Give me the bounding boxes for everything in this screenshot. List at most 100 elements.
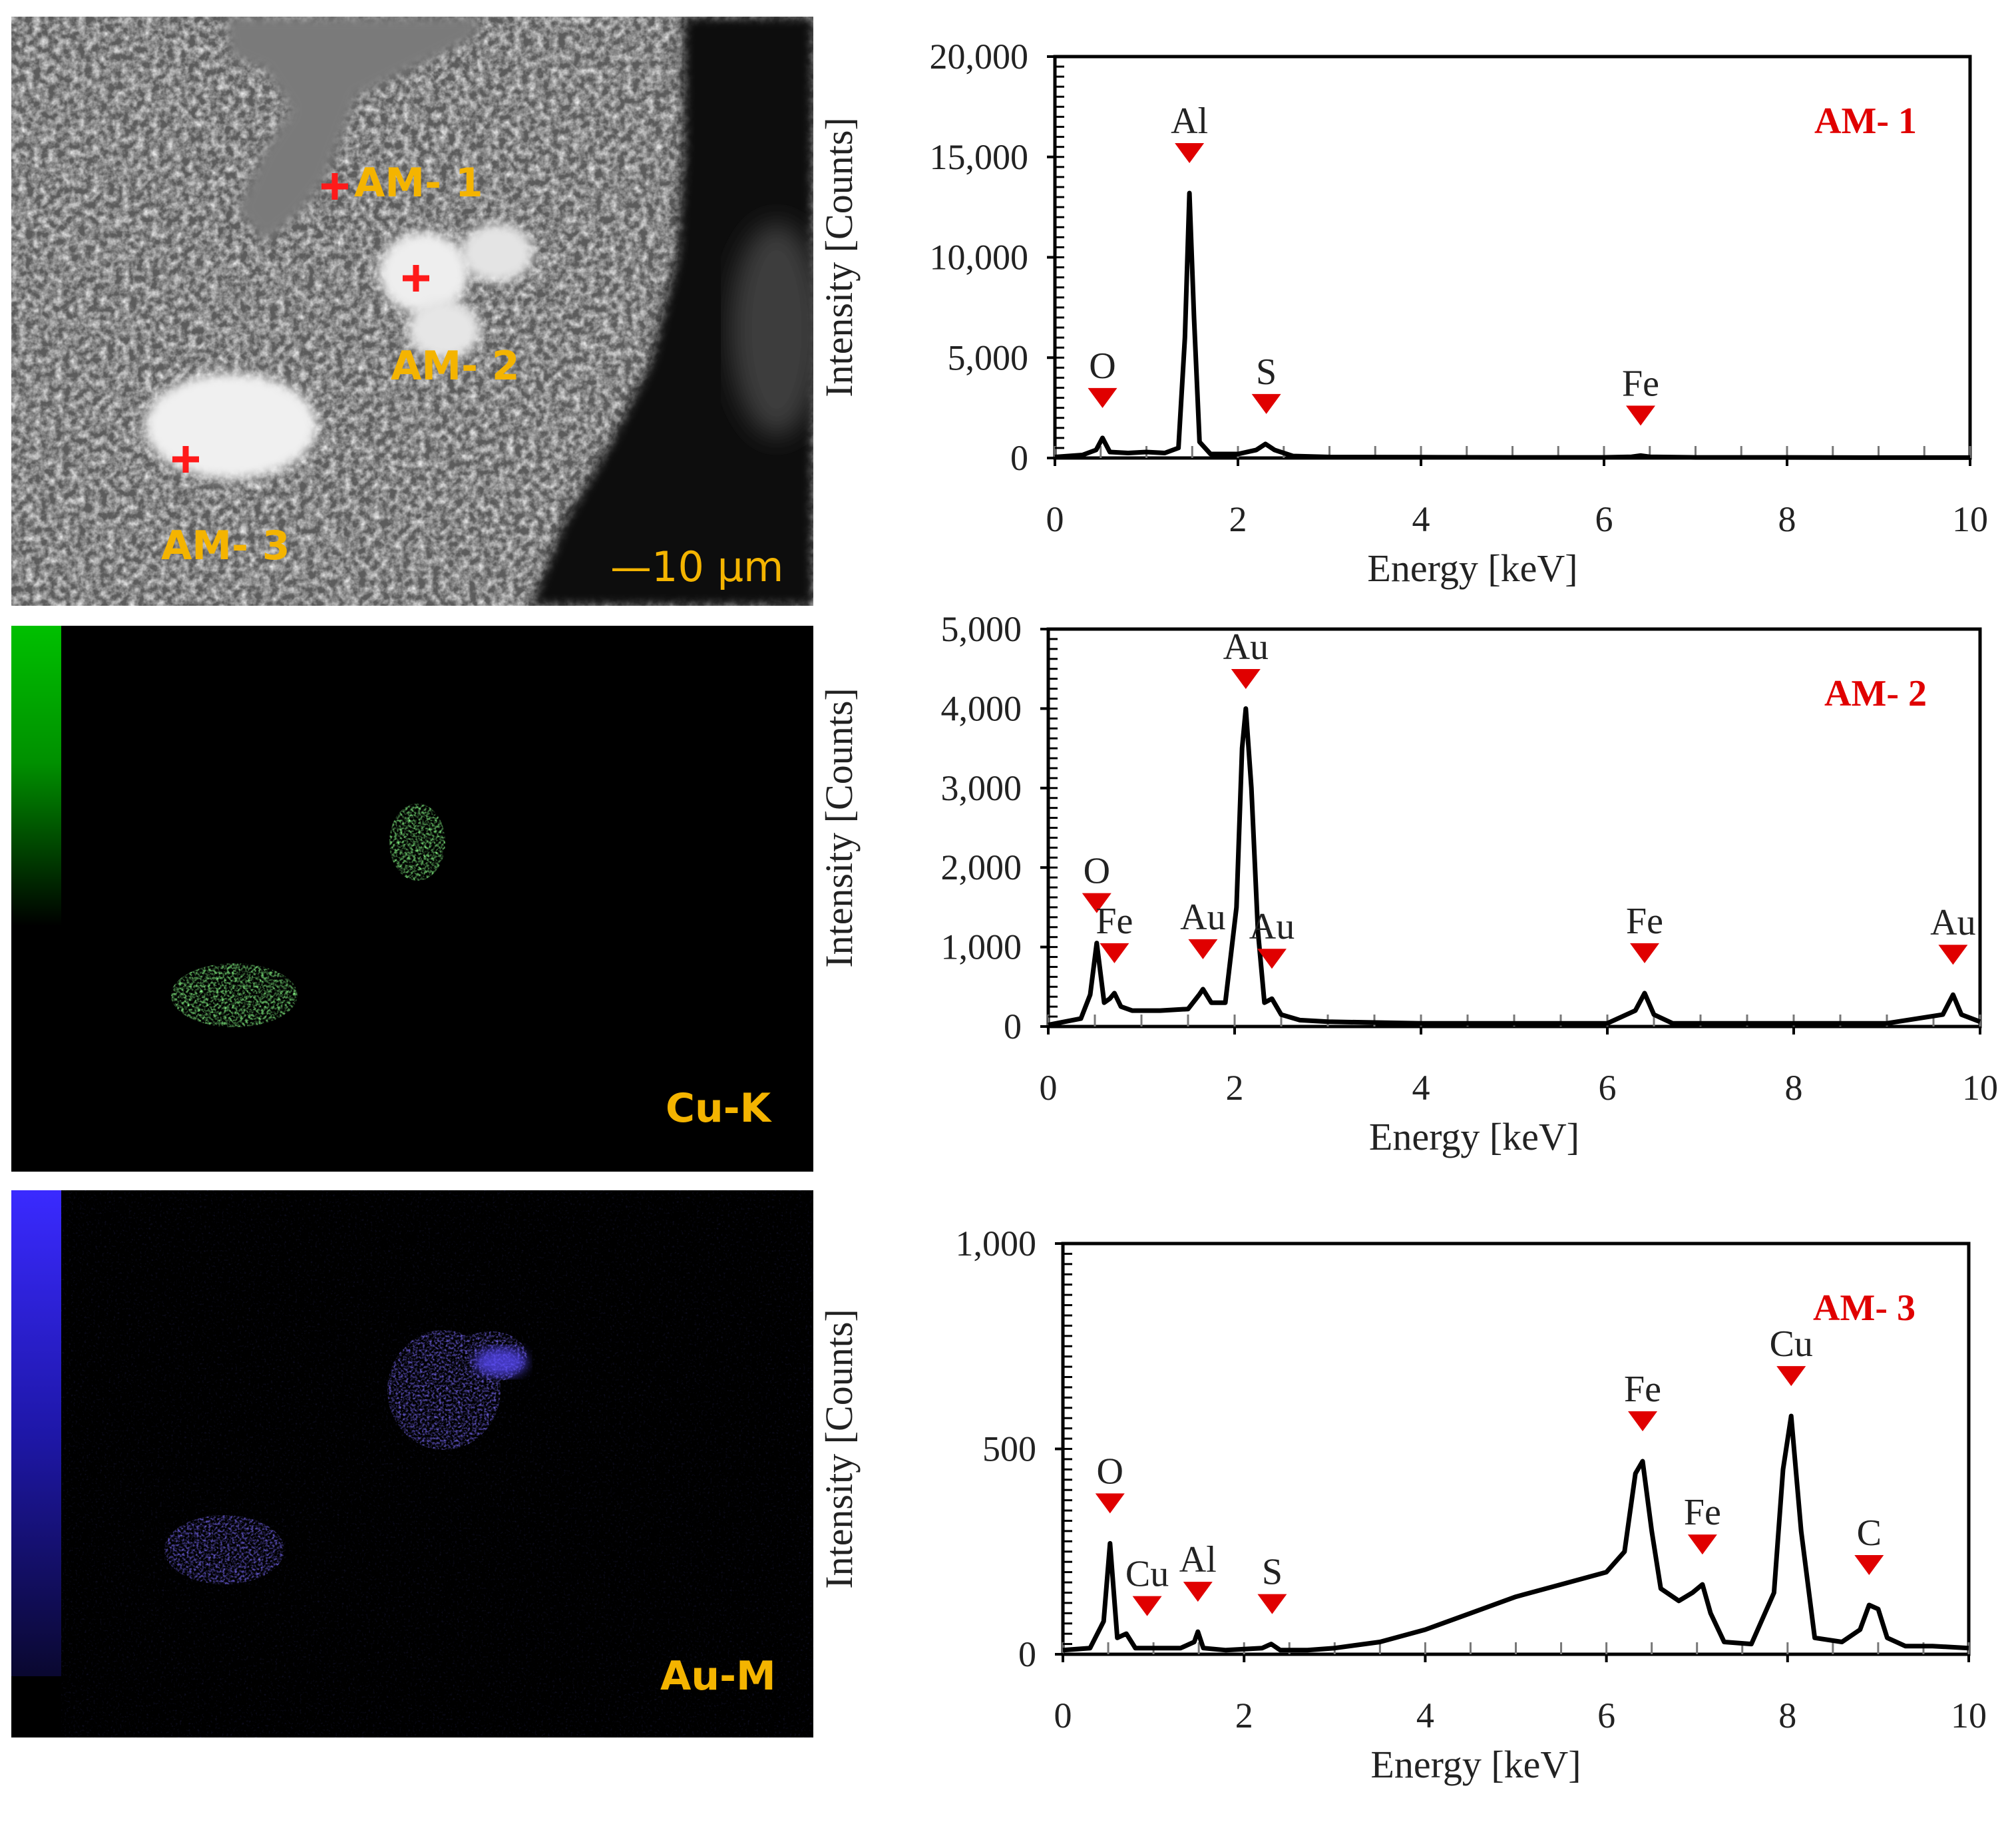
peak-label: Fe xyxy=(1626,901,1663,942)
peak-marker xyxy=(1628,1411,1658,1432)
peak-label: Au xyxy=(1180,897,1225,938)
y-tick-label: 3,000 xyxy=(941,768,1022,808)
y-tick-label: 1,000 xyxy=(941,927,1022,967)
peak-marker xyxy=(1231,669,1261,689)
peak-marker xyxy=(1183,1582,1213,1602)
peak-marker xyxy=(1175,143,1205,164)
peak-label: Al xyxy=(1171,101,1208,142)
peak-marker xyxy=(1687,1534,1717,1555)
peak-label: Fe xyxy=(1096,901,1133,942)
spectrum-title: AM- 2 xyxy=(1824,673,1927,714)
x-tick-label: 0 xyxy=(1046,499,1064,539)
spectrum-line xyxy=(1048,706,1981,1028)
x-axis-label: Energy [keV] xyxy=(1367,547,1577,590)
x-tick-label: 2 xyxy=(1235,1696,1253,1735)
peak-label: Au xyxy=(1223,626,1269,668)
scale-bar: —10 µm xyxy=(610,543,784,591)
y-tick-label: 10,000 xyxy=(930,238,1029,278)
spectrum-line xyxy=(1062,1413,1969,1653)
spectrum-am-2: 0 2 4 6 8 10 0 1,000 2,000 3,000 4,000 5,000 Energy … xyxy=(809,599,2016,1185)
spectrum-am-3: 0 2 4 6 8 10 0 500 1,000 Energy [keV] Intensity [C… xyxy=(809,1192,2016,1842)
peak-marker xyxy=(1088,387,1117,408)
map-label-au-m: Au-M xyxy=(660,1653,776,1700)
y-tick-label: 5,000 xyxy=(941,609,1022,649)
x-tick-label: 2 xyxy=(1229,499,1247,539)
peak-label: Cu xyxy=(1125,1554,1169,1595)
spectrum-svg: 0 2 4 6 8 10 0 5,000 10,000 15,000 20,000 Energy [k… xyxy=(817,37,1988,590)
y-axis-label: Intensity [Counts] xyxy=(817,1309,861,1588)
peak-label: Cu xyxy=(1770,1323,1813,1365)
peak-label: O xyxy=(1084,851,1110,892)
peak-label: O xyxy=(1089,345,1115,387)
peak-marker xyxy=(1776,1366,1806,1387)
peak-marker xyxy=(1257,1594,1287,1614)
x-tick-label: 6 xyxy=(1599,1068,1617,1108)
peak-marker xyxy=(1251,393,1281,414)
x-tick-label: 4 xyxy=(1412,1068,1430,1108)
y-tick-label: 2,000 xyxy=(941,847,1022,887)
peak-label: C xyxy=(1857,1512,1882,1554)
y-tick-label: 0 xyxy=(1004,1007,1022,1046)
peak-marker xyxy=(1257,949,1287,969)
y-tick-label: 5,000 xyxy=(948,338,1029,377)
peak-marker xyxy=(1095,1493,1125,1514)
y-tick-label: 20,000 xyxy=(930,37,1029,77)
peak-label: Fe xyxy=(1624,1369,1661,1410)
x-tick-label: 0 xyxy=(1054,1696,1072,1735)
spectrum-svg: 0 2 4 6 8 10 0 1,000 2,000 3,000 4,000 5,000 Energy … xyxy=(817,609,1998,1158)
peak-label: Al xyxy=(1179,1539,1217,1580)
y-axis-label: Intensity [Counts] xyxy=(817,117,861,397)
spectrum-title: AM- 3 xyxy=(1813,1287,1915,1329)
cu-k-map-panel: Cu-K xyxy=(11,626,813,1172)
peak-marker xyxy=(1100,943,1129,963)
x-tick-label: 8 xyxy=(1778,1696,1796,1735)
spectrum-am-1: 0 2 4 6 8 10 0 5,000 10,000 15,000 20,000 Energy [k… xyxy=(809,27,2016,599)
x-axis-label: Energy [keV] xyxy=(1370,1743,1581,1786)
y-tick-label: 15,000 xyxy=(930,137,1029,177)
peak-marker xyxy=(1132,1596,1162,1616)
peak-marker xyxy=(1082,893,1111,913)
au-m-map-panel: Au-M xyxy=(11,1190,813,1737)
point-label-am-3: AM- 3 xyxy=(161,523,290,569)
au-m-map xyxy=(11,1190,813,1737)
peak-label: S xyxy=(1262,1552,1283,1593)
peak-label: Fe xyxy=(1622,363,1659,404)
peak-marker xyxy=(1854,1554,1884,1575)
peak-marker xyxy=(1630,943,1659,963)
x-tick-label: 4 xyxy=(1416,1696,1434,1735)
spectrum-svg: 0 2 4 6 8 10 0 500 1,000 Energy [keV] Intensity [C… xyxy=(817,1224,1987,1786)
point-label-am-1: AM- 1 xyxy=(354,160,483,206)
y-axis-label: Intensity [Counts] xyxy=(817,688,861,967)
y-tick-label: 1,000 xyxy=(956,1224,1037,1264)
y-tick-label: 0 xyxy=(1018,1634,1036,1674)
x-tick-label: 10 xyxy=(1951,1696,1987,1735)
peak-marker xyxy=(1626,405,1655,426)
sem-micrograph xyxy=(11,17,813,606)
map-label-cu-k: Cu-K xyxy=(666,1085,771,1132)
x-tick-label: 10 xyxy=(1952,499,1988,539)
spectrum-line xyxy=(1054,190,1970,460)
sem-image-panel: AM- 1 AM- 2 AM- 3 —10 µm xyxy=(11,17,813,606)
x-tick-label: 6 xyxy=(1595,499,1613,539)
peak-marker xyxy=(1938,945,1968,965)
peak-label: Au xyxy=(1930,902,1975,943)
x-axis-label: Energy [keV] xyxy=(1369,1115,1579,1158)
peak-label: Au xyxy=(1249,906,1295,947)
peak-label: S xyxy=(1256,351,1277,393)
x-tick-label: 2 xyxy=(1226,1068,1244,1108)
cu-k-map xyxy=(11,626,445,1172)
y-tick-label: 0 xyxy=(1010,438,1028,478)
x-tick-label: 4 xyxy=(1412,499,1430,539)
spectrum-title: AM- 1 xyxy=(1814,101,1917,142)
x-tick-label: 0 xyxy=(1040,1068,1058,1108)
y-tick-label: 4,000 xyxy=(941,688,1022,728)
y-tick-label: 500 xyxy=(982,1429,1036,1469)
x-tick-label: 6 xyxy=(1597,1696,1615,1735)
au-m-color-scale xyxy=(11,1190,61,1676)
peak-marker xyxy=(1188,939,1218,959)
x-tick-label: 8 xyxy=(1778,499,1796,539)
peak-label: O xyxy=(1097,1451,1123,1492)
peak-label: Fe xyxy=(1684,1492,1721,1533)
cu-k-color-scale xyxy=(11,626,61,1172)
x-tick-label: 10 xyxy=(1962,1068,1998,1108)
